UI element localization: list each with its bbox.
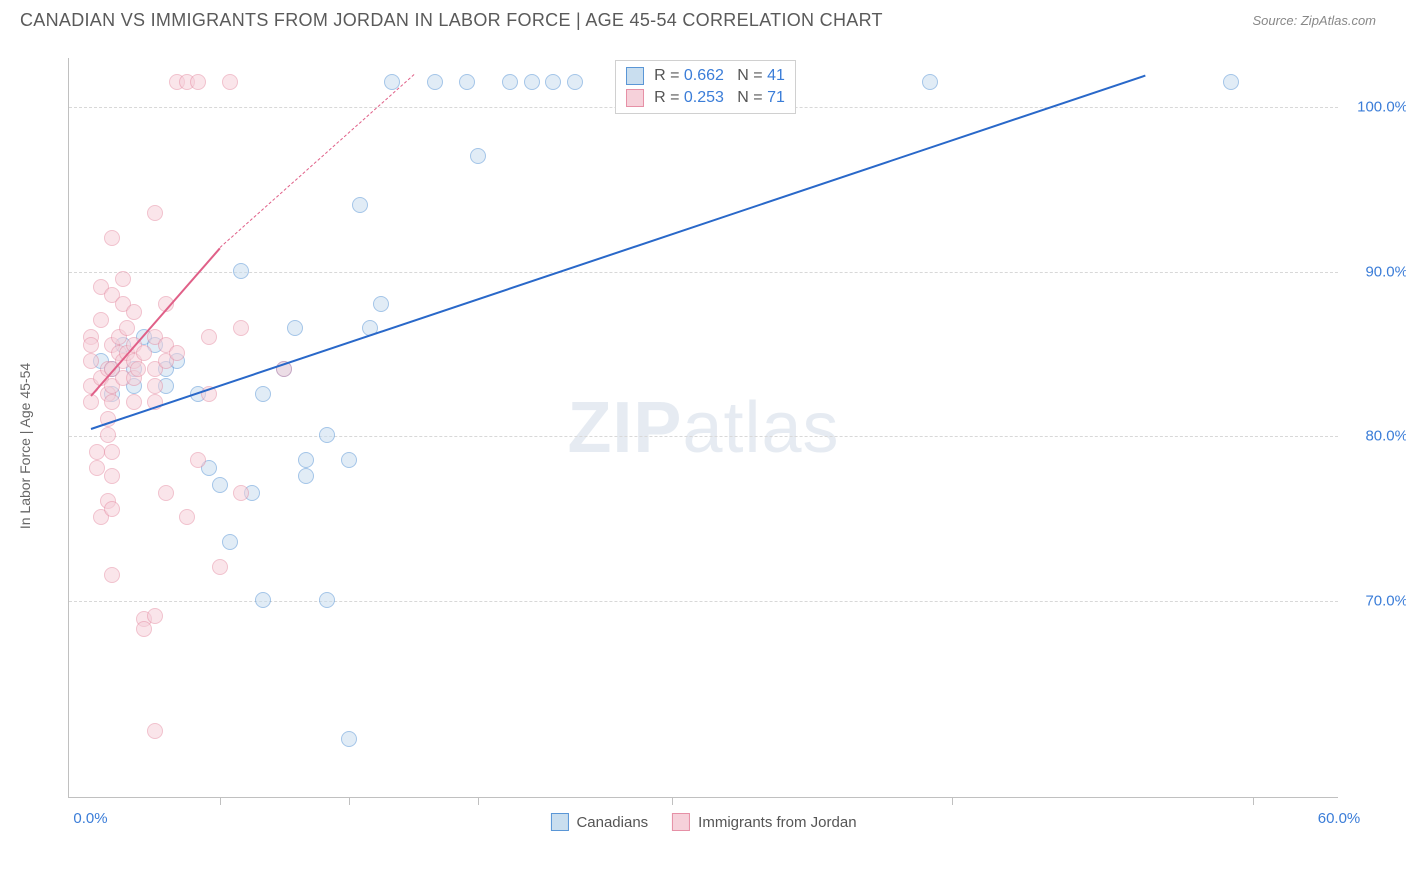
y-tick-label: 70.0%	[1348, 592, 1406, 609]
data-point	[319, 592, 335, 608]
data-point	[136, 345, 152, 361]
data-point	[104, 394, 120, 410]
source-label: Source: ZipAtlas.com	[1252, 13, 1376, 28]
gridline	[69, 272, 1338, 273]
data-point	[233, 263, 249, 279]
data-point	[341, 452, 357, 468]
data-point	[104, 468, 120, 484]
data-point	[341, 731, 357, 747]
x-tick	[478, 797, 479, 805]
y-tick-label: 90.0%	[1348, 263, 1406, 280]
data-point	[147, 378, 163, 394]
x-tick-label: 60.0%	[1318, 810, 1361, 827]
data-point	[545, 74, 561, 90]
trend-line	[90, 74, 1145, 429]
data-point	[319, 427, 335, 443]
data-point	[287, 320, 303, 336]
data-point	[158, 485, 174, 501]
legend: Canadians Immigrants from Jordan	[550, 813, 856, 831]
correlation-row: R = 0.253 N = 71	[626, 87, 785, 109]
plot-area: ZIPatlas CanadiansImmigrants from Jordan…	[68, 58, 1338, 798]
data-point	[233, 320, 249, 336]
data-point	[104, 501, 120, 517]
data-point	[115, 271, 131, 287]
data-point	[373, 296, 389, 312]
legend-swatch	[626, 67, 644, 85]
x-tick	[220, 797, 221, 805]
data-point	[130, 361, 146, 377]
legend-item: Immigrants from Jordan	[672, 813, 856, 831]
data-point	[83, 394, 99, 410]
gridline	[69, 436, 1338, 437]
data-point	[89, 460, 105, 476]
data-point	[179, 509, 195, 525]
watermark: ZIPatlas	[567, 387, 839, 469]
data-point	[427, 74, 443, 90]
y-tick-label: 80.0%	[1348, 428, 1406, 445]
x-tick	[349, 797, 350, 805]
data-point	[222, 534, 238, 550]
chart-header: CANADIAN VS IMMIGRANTS FROM JORDAN IN LA…	[0, 0, 1406, 41]
data-point	[83, 337, 99, 353]
correlation-row: R = 0.662 N = 41	[626, 65, 785, 87]
x-tick	[672, 797, 673, 805]
legend-label: Canadians	[576, 814, 648, 831]
data-point	[169, 345, 185, 361]
data-point	[119, 320, 135, 336]
chart-title: CANADIAN VS IMMIGRANTS FROM JORDAN IN LA…	[20, 10, 883, 31]
correlation-text: R = 0.662 N = 41	[654, 67, 785, 85]
data-point	[190, 452, 206, 468]
data-point	[104, 444, 120, 460]
data-point	[126, 304, 142, 320]
data-point	[470, 148, 486, 164]
data-point	[93, 312, 109, 328]
data-point	[922, 74, 938, 90]
data-point	[136, 621, 152, 637]
legend-swatch	[626, 89, 644, 107]
x-tick-label: 0.0%	[73, 810, 107, 827]
data-point	[298, 468, 314, 484]
data-point	[459, 74, 475, 90]
data-point	[147, 723, 163, 739]
y-tick-label: 100.0%	[1348, 99, 1406, 116]
correlation-box: R = 0.662 N = 41 R = 0.253 N = 71	[615, 60, 796, 114]
data-point	[104, 230, 120, 246]
data-point	[567, 74, 583, 90]
data-point	[1223, 74, 1239, 90]
data-point	[255, 592, 271, 608]
data-point	[352, 197, 368, 213]
data-point	[147, 608, 163, 624]
data-point	[212, 477, 228, 493]
data-point	[524, 74, 540, 90]
correlation-text: R = 0.253 N = 71	[654, 89, 785, 107]
data-point	[126, 394, 142, 410]
y-axis-label: In Labor Force | Age 45-54	[17, 363, 33, 529]
data-point	[190, 74, 206, 90]
x-tick	[1253, 797, 1254, 805]
trend-line	[219, 75, 413, 248]
legend-label: Immigrants from Jordan	[698, 814, 856, 831]
data-point	[255, 386, 271, 402]
legend-swatch	[550, 813, 568, 831]
legend-swatch	[672, 813, 690, 831]
legend-item: Canadians	[550, 813, 648, 831]
data-point	[89, 444, 105, 460]
x-tick	[952, 797, 953, 805]
data-point	[147, 205, 163, 221]
data-point	[100, 427, 116, 443]
data-point	[104, 567, 120, 583]
data-point	[502, 74, 518, 90]
data-point	[233, 485, 249, 501]
data-point	[212, 559, 228, 575]
data-point	[222, 74, 238, 90]
data-point	[201, 329, 217, 345]
data-point	[83, 353, 99, 369]
data-point	[298, 452, 314, 468]
